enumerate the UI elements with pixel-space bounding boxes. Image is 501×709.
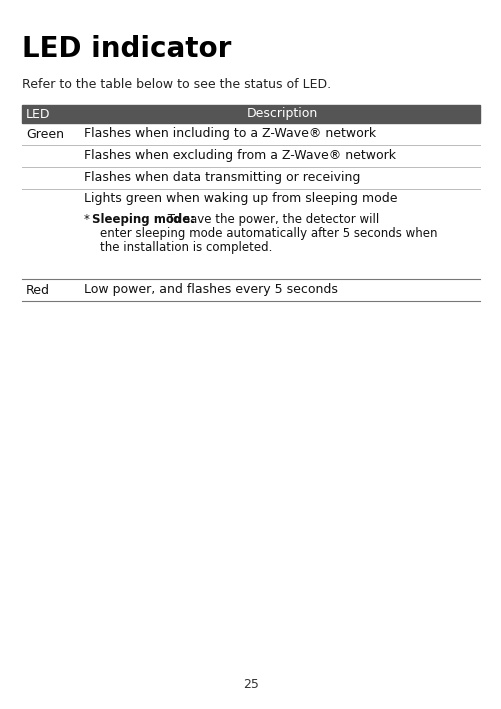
Text: Refer to the table below to see the status of LED.: Refer to the table below to see the stat… <box>22 78 331 91</box>
Text: Flashes when data transmitting or receiving: Flashes when data transmitting or receiv… <box>84 172 360 184</box>
Text: Low power, and flashes every 5 seconds: Low power, and flashes every 5 seconds <box>84 284 337 296</box>
Text: Description: Description <box>246 108 317 121</box>
Text: 25: 25 <box>242 679 259 691</box>
Text: the installation is completed.: the installation is completed. <box>100 241 272 254</box>
Text: LED: LED <box>26 108 51 121</box>
Text: Sleeping mode:: Sleeping mode: <box>92 213 195 226</box>
Text: Flashes when including to a Z-Wave® network: Flashes when including to a Z-Wave® netw… <box>84 128 375 140</box>
Text: *: * <box>84 213 94 226</box>
Text: Red: Red <box>26 284 50 296</box>
Text: Lights green when waking up from sleeping mode: Lights green when waking up from sleepin… <box>84 192 397 205</box>
Text: To save the power, the detector will: To save the power, the detector will <box>164 213 378 226</box>
Bar <box>22 105 479 123</box>
Text: Green: Green <box>26 128 64 140</box>
Text: LED indicator: LED indicator <box>22 35 231 63</box>
Text: enter sleeping mode automatically after 5 seconds when: enter sleeping mode automatically after … <box>100 227 437 240</box>
Text: Flashes when excluding from a Z-Wave® network: Flashes when excluding from a Z-Wave® ne… <box>84 150 395 162</box>
